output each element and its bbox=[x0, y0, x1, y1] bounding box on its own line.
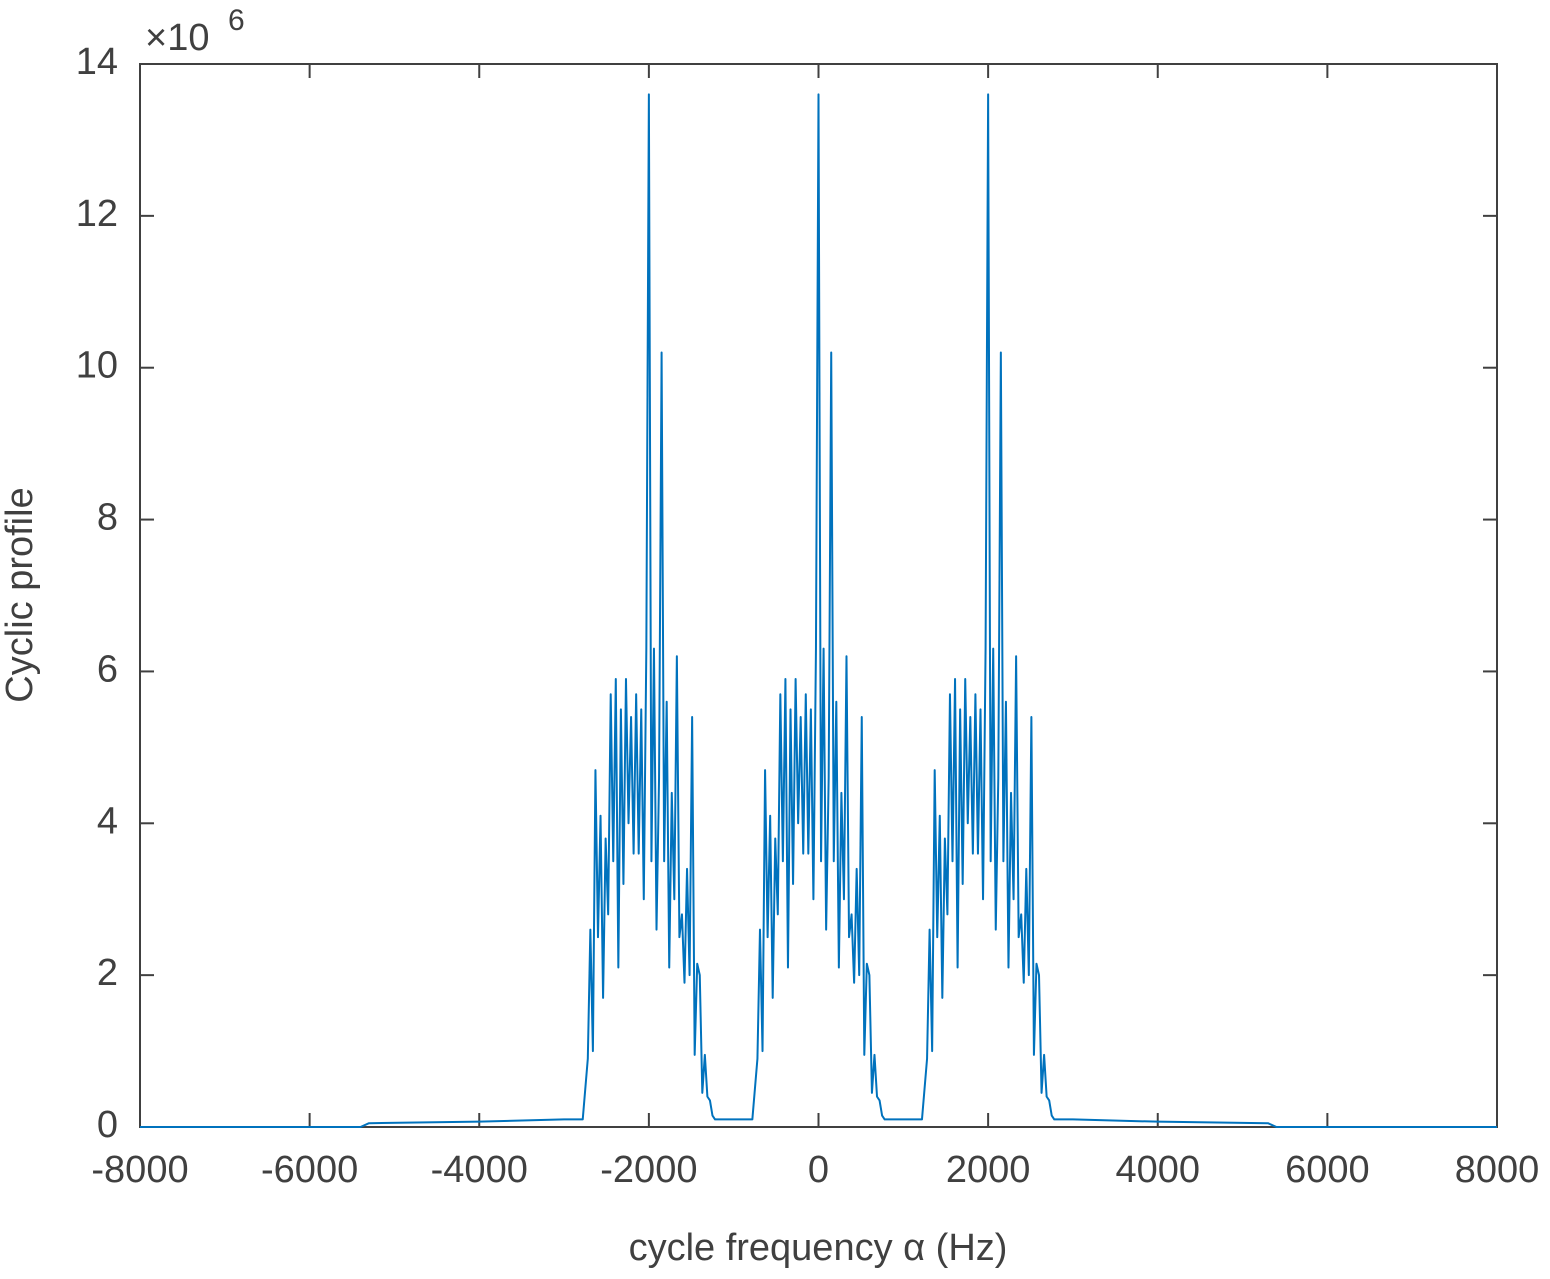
x-tick-label: -6000 bbox=[261, 1149, 358, 1191]
y-tick-label: 12 bbox=[76, 193, 118, 235]
y-multiplier-exponent: 6 bbox=[228, 4, 245, 37]
y-multiplier: ×10 bbox=[145, 17, 209, 59]
x-tick-label: -2000 bbox=[600, 1149, 697, 1191]
y-tick-label: 6 bbox=[97, 648, 118, 690]
y-axis-label: Cyclic profile bbox=[0, 487, 41, 702]
x-tick-label: -4000 bbox=[431, 1149, 528, 1191]
x-axis-label: cycle frequency α (Hz) bbox=[629, 1227, 1008, 1269]
x-tick-label: 2000 bbox=[946, 1149, 1031, 1191]
y-tick-label: 8 bbox=[97, 497, 118, 539]
data-line bbox=[140, 93, 1497, 1128]
x-tick-label: -8000 bbox=[91, 1149, 188, 1191]
y-tick-label: 2 bbox=[97, 952, 118, 994]
x-tick-label: 8000 bbox=[1455, 1149, 1540, 1191]
y-tick-label: 4 bbox=[97, 800, 118, 842]
y-tick-label: 14 bbox=[76, 41, 118, 83]
x-tick-label: 6000 bbox=[1285, 1149, 1370, 1191]
y-tick-label: 0 bbox=[97, 1104, 118, 1146]
x-tick-label: 0 bbox=[808, 1149, 829, 1191]
y-tick-label: 10 bbox=[76, 345, 118, 387]
x-tick-label: 4000 bbox=[1115, 1149, 1200, 1191]
